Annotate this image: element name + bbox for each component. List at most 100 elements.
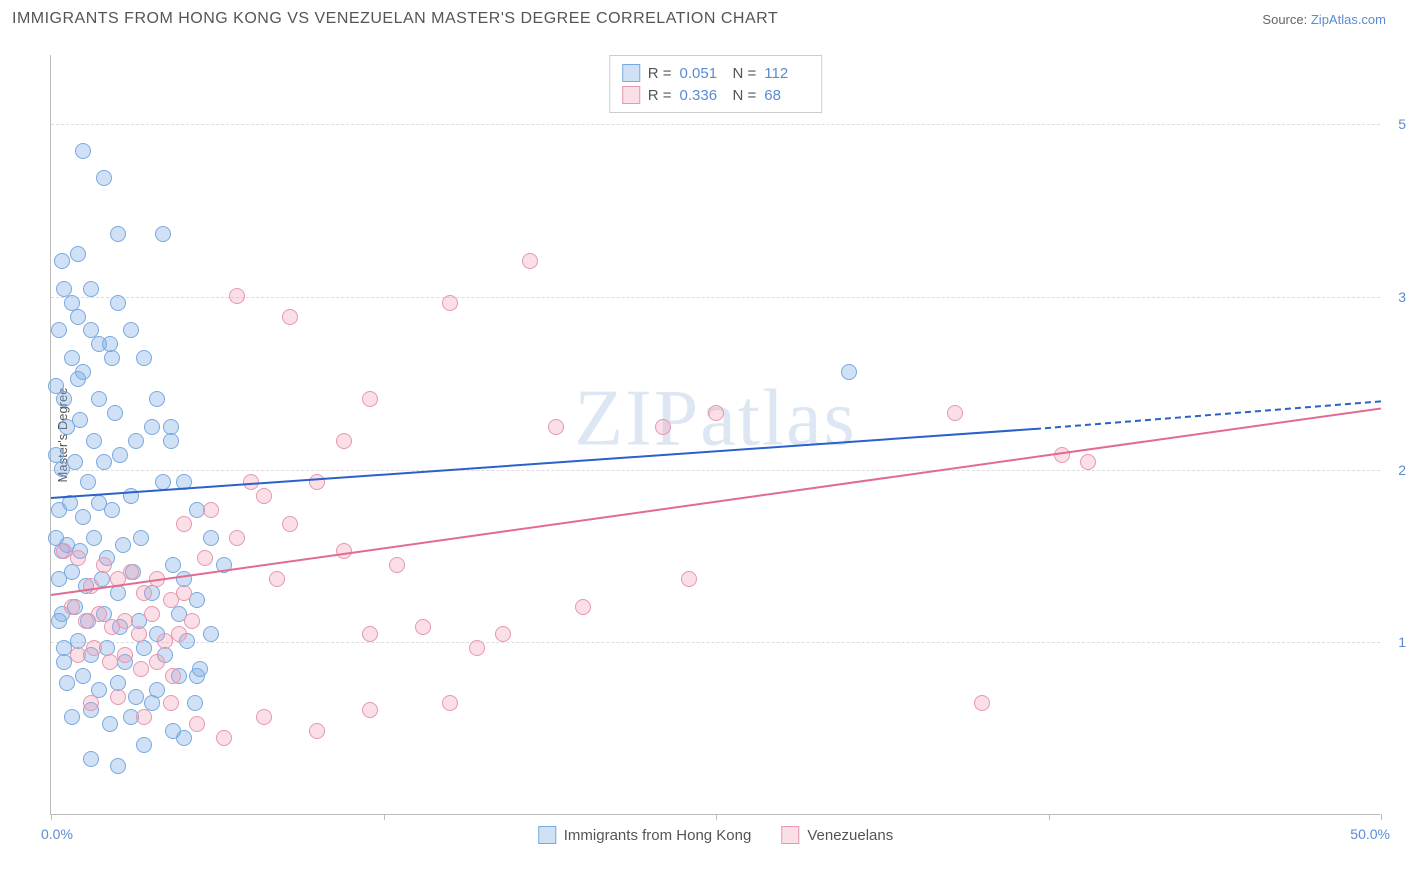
gridline: [51, 297, 1380, 298]
point-series-a: [80, 474, 96, 490]
point-series-b: [136, 585, 152, 601]
trendline: [51, 428, 1035, 499]
r-value-a: 0.051: [680, 65, 725, 82]
n-label: N =: [733, 65, 757, 82]
point-series-b: [522, 253, 538, 269]
source-label: Source:: [1262, 12, 1307, 27]
point-series-a: [91, 391, 107, 407]
y-tick-label: 50.0%: [1386, 116, 1406, 132]
r-value-b: 0.336: [680, 87, 725, 104]
point-series-a: [176, 730, 192, 746]
r-label: R =: [648, 87, 672, 104]
point-series-b: [415, 619, 431, 635]
point-series-b: [133, 661, 149, 677]
n-label: N =: [733, 87, 757, 104]
gridline: [51, 124, 1380, 125]
point-series-b: [229, 530, 245, 546]
swatch-series-a: [622, 64, 640, 82]
legend-item-a: Immigrants from Hong Kong: [538, 826, 752, 844]
trendline: [51, 407, 1381, 596]
x-tick: [384, 814, 385, 820]
point-series-a: [136, 640, 152, 656]
point-series-a: [115, 537, 131, 553]
point-series-a: [110, 226, 126, 242]
point-series-b: [362, 702, 378, 718]
x-axis-max-label: 50.0%: [1350, 826, 1390, 842]
point-series-b: [163, 695, 179, 711]
point-series-a: [70, 246, 86, 262]
point-series-a: [149, 391, 165, 407]
point-series-a: [67, 454, 83, 470]
n-value-b: 68: [764, 87, 809, 104]
swatch-series-a: [538, 826, 556, 844]
point-series-b: [655, 419, 671, 435]
point-series-a: [136, 737, 152, 753]
point-series-a: [189, 668, 205, 684]
source-link[interactable]: ZipAtlas.com: [1311, 12, 1386, 27]
point-series-b: [282, 309, 298, 325]
point-series-a: [104, 350, 120, 366]
swatch-series-b: [622, 86, 640, 104]
point-series-a: [51, 613, 67, 629]
point-series-b: [362, 626, 378, 642]
point-series-a: [112, 447, 128, 463]
point-series-a: [83, 281, 99, 297]
swatch-series-b: [781, 826, 799, 844]
point-series-b: [197, 550, 213, 566]
point-series-b: [184, 613, 200, 629]
point-series-a: [128, 689, 144, 705]
point-series-a: [64, 564, 80, 580]
n-value-a: 112: [764, 65, 809, 82]
point-series-b: [389, 557, 405, 573]
point-series-b: [229, 288, 245, 304]
point-series-b: [102, 654, 118, 670]
x-tick: [716, 814, 717, 820]
series-b-name: Venezuelans: [807, 827, 893, 844]
point-series-b: [309, 723, 325, 739]
point-series-b: [117, 647, 133, 663]
point-series-b: [974, 695, 990, 711]
y-tick-label: 25.0%: [1386, 462, 1406, 478]
point-series-a: [56, 391, 72, 407]
point-series-a: [91, 336, 107, 352]
scatter-chart: ZIPatlas Master's Degree 0.0% 50.0% R = …: [50, 55, 1380, 815]
point-series-a: [165, 557, 181, 573]
point-series-a: [187, 695, 203, 711]
point-series-b: [336, 433, 352, 449]
point-series-b: [136, 709, 152, 725]
point-series-a: [104, 502, 120, 518]
gridline: [51, 642, 1380, 643]
point-series-b: [309, 474, 325, 490]
point-series-b: [149, 654, 165, 670]
point-series-a: [155, 226, 171, 242]
point-series-b: [176, 516, 192, 532]
point-series-b: [256, 709, 272, 725]
point-series-a: [48, 447, 64, 463]
point-series-a: [136, 350, 152, 366]
chart-title: IMMIGRANTS FROM HONG KONG VS VENEZUELAN …: [12, 10, 778, 28]
point-series-b: [442, 295, 458, 311]
point-series-b: [83, 695, 99, 711]
point-series-a: [144, 419, 160, 435]
point-series-a: [96, 454, 112, 470]
point-series-a: [107, 405, 123, 421]
point-series-a: [203, 530, 219, 546]
series-legend: Immigrants from Hong Kong Venezuelans: [538, 826, 893, 844]
legend-item-b: Venezuelans: [781, 826, 893, 844]
point-series-b: [70, 647, 86, 663]
point-series-b: [91, 606, 107, 622]
point-series-b: [708, 405, 724, 421]
point-series-b: [282, 516, 298, 532]
point-series-a: [163, 433, 179, 449]
point-series-a: [72, 412, 88, 428]
point-series-b: [203, 502, 219, 518]
point-series-b: [144, 606, 160, 622]
point-series-a: [59, 675, 75, 691]
point-series-b: [86, 640, 102, 656]
point-series-a: [86, 530, 102, 546]
point-series-a: [86, 433, 102, 449]
point-series-b: [176, 585, 192, 601]
point-series-b: [269, 571, 285, 587]
point-series-a: [75, 509, 91, 525]
point-series-b: [256, 488, 272, 504]
